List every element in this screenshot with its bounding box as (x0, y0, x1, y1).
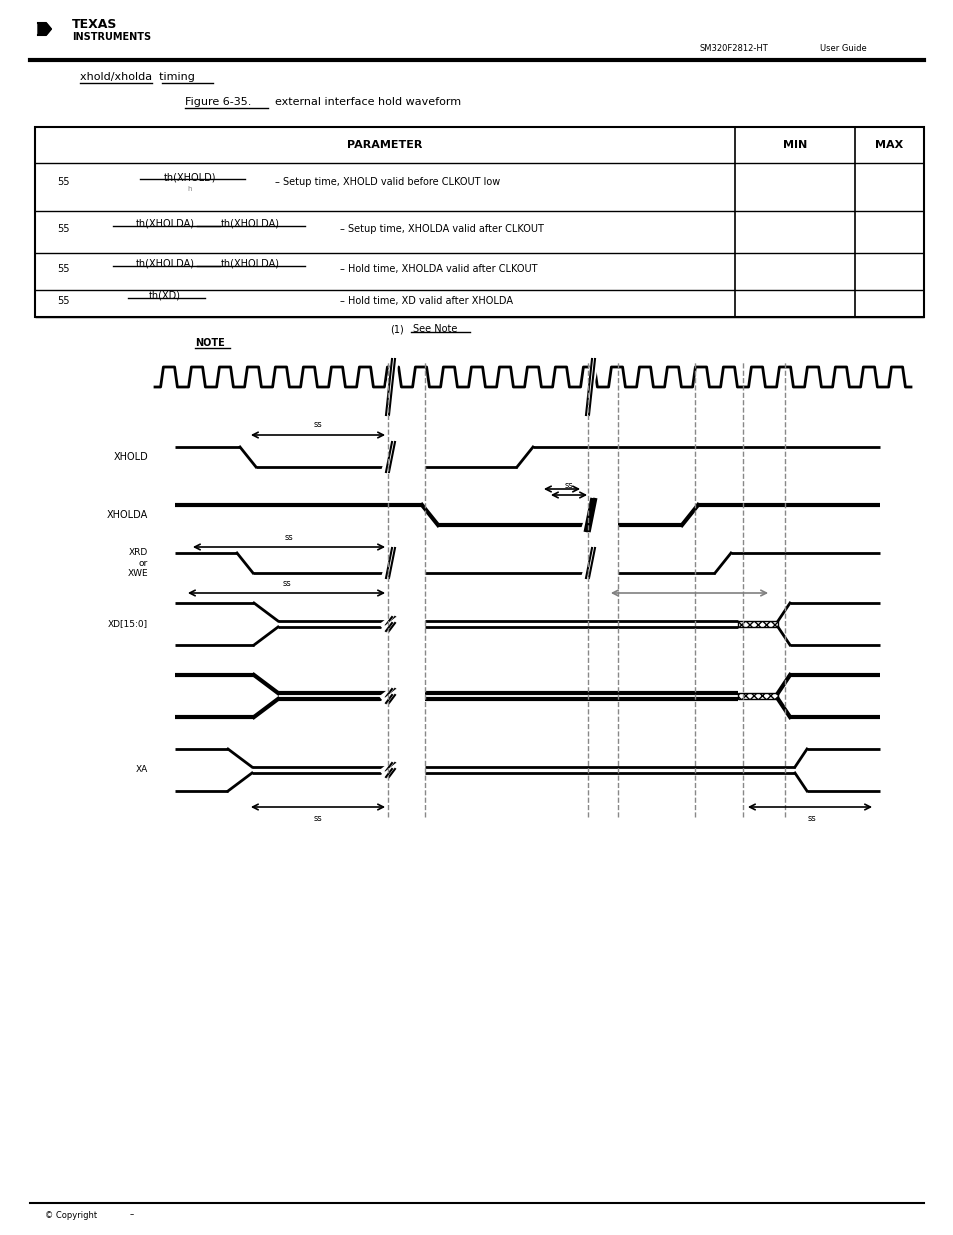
Text: ss: ss (806, 814, 815, 823)
Text: PARAMETER: PARAMETER (347, 140, 422, 149)
Text: – Setup time, XHOLD valid before CLKOUT low: – Setup time, XHOLD valid before CLKOUT … (274, 177, 499, 186)
Text: th(XHOLDA): th(XHOLDA) (220, 219, 279, 228)
Text: – Setup time, XHOLDA valid after CLKOUT: – Setup time, XHOLDA valid after CLKOUT (339, 224, 543, 233)
Text: –: – (130, 1210, 134, 1219)
Text: th(XHOLDA): th(XHOLDA) (135, 219, 194, 228)
Text: ss: ss (314, 814, 322, 823)
Text: 55: 55 (57, 264, 70, 274)
Text: NOTE: NOTE (194, 338, 225, 348)
Text: – Hold time, XHOLDA valid after CLKOUT: – Hold time, XHOLDA valid after CLKOUT (339, 264, 537, 274)
Text: ss: ss (284, 534, 294, 542)
Text: ss: ss (282, 579, 291, 588)
Text: User Guide: User Guide (820, 44, 866, 53)
Polygon shape (38, 23, 51, 35)
Text: ss: ss (564, 480, 573, 490)
Text: – Hold time, XD valid after XHOLDA: – Hold time, XD valid after XHOLDA (339, 296, 513, 306)
Text: 55: 55 (57, 296, 70, 306)
Text: Figure 6-35.: Figure 6-35. (185, 98, 251, 107)
Text: TEXAS: TEXAS (71, 19, 117, 32)
Text: SM320F2812-HT: SM320F2812-HT (700, 44, 768, 53)
Text: th(XHOLDA): th(XHOLDA) (220, 259, 279, 269)
Text: xhold/xholda  timing: xhold/xholda timing (80, 72, 194, 82)
Bar (35, 127, 923, 317)
Text: XA: XA (135, 766, 148, 774)
Text: XHOLDA: XHOLDA (107, 510, 148, 520)
Text: th(XHOLDA): th(XHOLDA) (135, 259, 194, 269)
Text: 55: 55 (57, 224, 70, 233)
Text: See Note: See Note (413, 324, 456, 333)
Text: external interface hold waveform: external interface hold waveform (274, 98, 460, 107)
Text: 55: 55 (57, 177, 70, 186)
Text: th(XHOLD): th(XHOLD) (164, 172, 216, 182)
Text: MAX: MAX (875, 140, 902, 149)
Text: © Copyright: © Copyright (45, 1210, 97, 1219)
FancyBboxPatch shape (738, 621, 778, 627)
Text: INSTRUMENTS: INSTRUMENTS (71, 32, 151, 42)
FancyBboxPatch shape (738, 693, 778, 699)
Text: XRD
or
XWE: XRD or XWE (128, 548, 148, 578)
Text: h: h (188, 186, 193, 191)
Text: (1): (1) (390, 324, 403, 333)
Text: MIN: MIN (782, 140, 806, 149)
Text: th(XD): th(XD) (149, 291, 181, 301)
Text: XHOLD: XHOLD (113, 452, 148, 462)
Text: ss: ss (314, 420, 322, 429)
Text: XD[15:0]: XD[15:0] (108, 620, 148, 629)
